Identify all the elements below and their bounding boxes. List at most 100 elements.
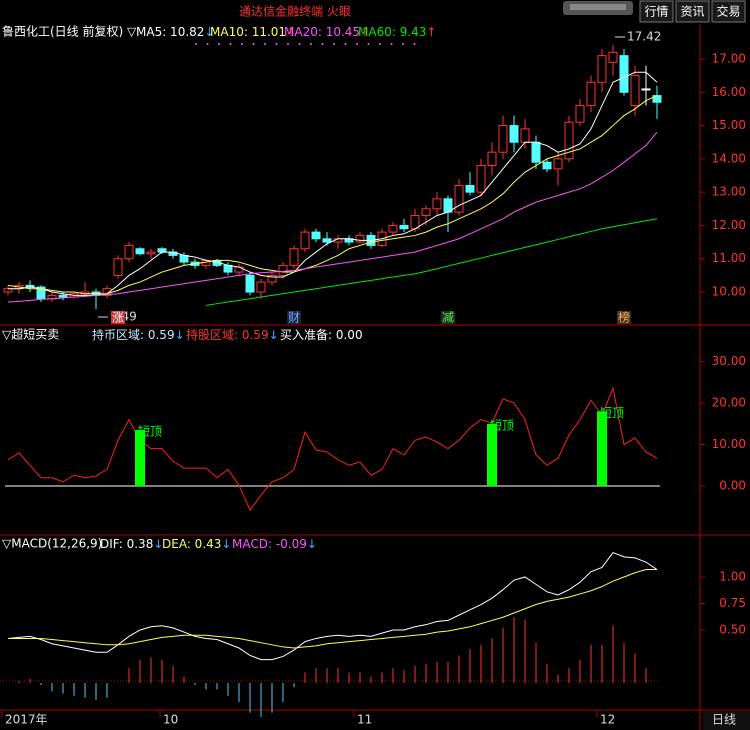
candle-body [542,161,552,170]
legend-entry: DEA: 0.43↓ [162,537,231,551]
legend-trend: ↑ [426,25,436,39]
legend-trend: ↑ [360,25,370,39]
dot [252,43,255,45]
menu-button[interactable] [711,0,746,23]
menu-button[interactable] [675,0,710,23]
window-controls-inner [570,4,626,10]
event-marker[interactable]: 榜 [618,310,630,325]
candle-body [355,234,365,243]
signal-bar [135,430,145,487]
event-marker[interactable]: 减 [442,311,454,325]
menu-button-label[interactable]: 行情 [644,5,668,19]
macd-line [7,551,658,661]
candle-body [465,184,475,193]
panel-title: 鲁西化工(日线 前复权) ▽ [2,24,137,39]
candle-body [630,75,640,107]
legend-trend: ↓ [153,537,163,551]
dot [333,43,335,45]
window-title: 通达信金融终端 火眼 [239,4,351,19]
time-label: 12 [600,713,615,727]
macd-line [8,569,657,649]
dot [195,43,197,45]
y-tick-label: 30.00 [712,354,746,368]
legend-text: MA60: 9.43 [358,25,426,39]
signal-label: 短顶 [138,425,162,439]
event-marker[interactable]: 涨 [112,310,124,325]
menu-button[interactable] [639,0,674,23]
dot [264,43,266,45]
candle-body [520,128,530,143]
candle-body [454,184,464,213]
ma-line [8,71,658,296]
panel-title: ▽超短买卖 [2,327,59,342]
legend-entry: DIF: 0.38↓ [100,537,163,551]
candle-body [531,141,541,163]
y-tick-label: 12.00 [712,218,746,232]
candle-body [388,224,398,233]
candle-body [597,55,607,83]
dot [218,43,220,45]
y-tick-label: 16.00 [712,85,746,99]
candle-body [311,231,321,240]
legend-text: MACD: -0.09 [232,537,307,551]
panel-title: ▽MACD(12,26,9) [2,537,102,551]
dot [367,43,370,45]
candle-body [553,158,563,170]
candle-body [641,88,651,91]
y-tick-label: 10.00 [712,437,746,451]
dot [241,43,243,45]
y-tick-label: 1.00 [719,569,746,583]
dot [413,43,416,45]
signal-label: 短顶 [600,406,624,420]
y-tick-label: 20.00 [712,396,746,410]
candle-body [564,121,574,160]
dot [321,43,324,45]
time-label: 10 [163,713,178,727]
indicator-line [7,386,658,512]
signal-bar [597,411,607,487]
y-tick-label: 0.50 [719,622,746,636]
menu-button-label[interactable]: 资讯 [680,5,704,19]
y-tick-label: 0.00 [719,479,746,493]
y-tick-label: 14.00 [712,151,746,165]
candle-body [113,258,123,276]
dot [402,43,404,45]
y-tick-label: 0.75 [719,596,746,610]
dot [390,43,393,45]
menu-button-label[interactable]: 交易 [716,4,740,19]
period-box[interactable] [703,711,750,730]
dot [298,43,301,45]
candle-body [586,81,596,107]
candle-body [278,264,288,276]
legend-text: DEA: 0.43 [162,537,221,551]
signal-bar [487,423,497,487]
ma-line [7,131,658,303]
legend-entry: 持股区域: 0.59↓ [186,327,279,342]
legend-trend: ↓ [204,25,214,39]
dot [379,43,381,45]
legend-entry: 持币区域: 0.59↓ [92,327,185,342]
candle-body [223,264,233,273]
candle-body [399,224,409,230]
candle-body [124,244,134,260]
dot [344,43,347,45]
legend-trend: ↓ [269,328,279,342]
legend-text: 买入准备: 0.00 [280,328,363,342]
y-tick-label: 13.00 [712,185,746,199]
legend-entry: MA10: 11.01↑ [210,25,296,39]
time-label: 2017年 [5,713,48,727]
title-bar [0,0,750,23]
legend-trend: ↑ [286,25,296,39]
dot [356,43,358,45]
y-tick-label: 17.00 [712,51,746,65]
dot [287,43,289,45]
signal-label: 短顶 [490,418,514,432]
y-tick-label: 10.00 [712,285,746,299]
candle-body [245,274,255,293]
candle-body [267,274,277,283]
event-marker[interactable]: 财 [288,311,300,325]
legend-text: MA20: 10.45 [284,25,360,39]
candle-body [619,55,629,93]
ma-line [205,218,658,306]
